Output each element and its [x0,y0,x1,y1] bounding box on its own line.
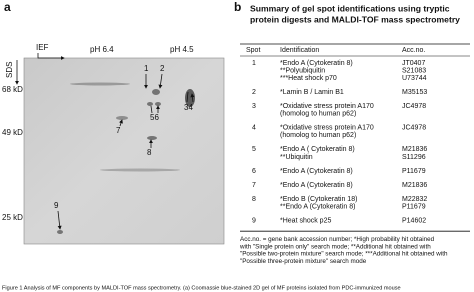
spot-number: 3 [252,103,256,110]
accession: JT0407 [402,60,425,67]
spot-label: 34 [184,103,193,112]
column-header: Identification [280,47,319,54]
identification: *Heat shock p25 [280,217,331,224]
mw-marker: 25 kD [2,213,23,222]
spot-label: 7 [116,126,121,135]
footnote: Acc.no. = gene bank accession number; *H… [240,236,435,243]
identification: *Endo A ( Cytokeratin 8) [280,146,355,153]
spot-arrow [119,119,123,127]
spot-number: 6 [252,168,256,175]
accession: U73744 [402,75,427,82]
accession: S11296 [402,154,426,161]
identification: (homolog to human p62) [280,111,356,118]
identification: **Polyubiquitin [280,67,325,74]
identification: *Endo A (Cytokeratin 8) [280,168,353,175]
mw-marker: 68 kD [2,85,23,94]
panel-letter: a [4,0,11,14]
identification: ***Heat shock p70 [280,75,337,82]
spot-arrow [150,106,158,114]
identification: *Lamin B / Lamin B1 [280,89,344,96]
identification: *Endo A (Cytokeratin 8) [280,60,353,67]
ph-label: pH 4.5 [170,45,194,54]
column-header: Spot [246,47,260,54]
spot-number: 2 [252,89,256,96]
spot-label: 56 [150,113,159,122]
panel-a: a IEF pH 6.4 pH 4.5 SDS 68 kD 49 kD 25 k… [2,0,225,245]
spot-label: 9 [54,201,59,210]
accession: JC4978 [402,103,426,110]
identification: *Endo A (Cytokeratin 8) [280,182,353,189]
sds-label: SDS [5,62,14,78]
spot-number: 5 [252,146,256,153]
accession: M21836 [402,182,427,189]
ph-label: pH 6.4 [90,45,114,54]
spot-arrow [158,73,163,89]
spot-number: 4 [252,125,256,132]
identification: **Ubiquitin [280,154,313,161]
footnote: "Possible two-protein mixture" search mo… [240,251,448,258]
spot-label: 1 [144,64,149,73]
accession: S21083 [402,67,426,74]
spot-number: 7 [252,182,256,189]
footnote: "Possible three-protein mixture" search … [240,258,367,265]
panel-letter: b [234,0,241,14]
table-title: protein digests and MALDI-TOF mass spect… [250,14,460,24]
spot-label: 8 [147,148,152,157]
accession: M22832 [402,196,427,203]
column-header: Acc.no. [402,47,425,54]
mw-marker: 49 kD [2,128,23,137]
accession: P14602 [402,217,426,224]
figure-caption: Figure 1 Analysis of MF components by MA… [2,285,401,291]
identification: *Oxidative stress protein A170 [280,103,374,110]
gel-image [23,57,225,245]
identification: (homolog to human p62) [280,132,356,139]
identification: **Endo A (Cytokeratin 8) [280,203,356,210]
spot-number: 1 [252,60,256,67]
table-title: Summary of gel spot identifications usin… [250,3,450,13]
accession: P11679 [402,168,426,175]
accession: JC4978 [402,125,426,132]
spot-arrow [186,92,193,103]
identification: *Endo B (Cytokeratin 18) [280,196,357,203]
spot-number: 8 [252,196,256,203]
spot-number: 9 [252,217,256,224]
spot-label: 2 [160,64,165,73]
ief-label: IEF [36,43,49,52]
identification: *Oxidative stress protein A170 [280,125,374,132]
accession: M35153 [402,89,427,96]
accession: M21836 [402,146,427,153]
spot-arrow [57,210,62,230]
footnote: with "Single protein only" search mode; … [239,243,431,250]
accession: P11679 [402,203,426,210]
ief-arrow [37,53,65,60]
panel-b: b Summary of gel spot identifications us… [234,0,470,265]
